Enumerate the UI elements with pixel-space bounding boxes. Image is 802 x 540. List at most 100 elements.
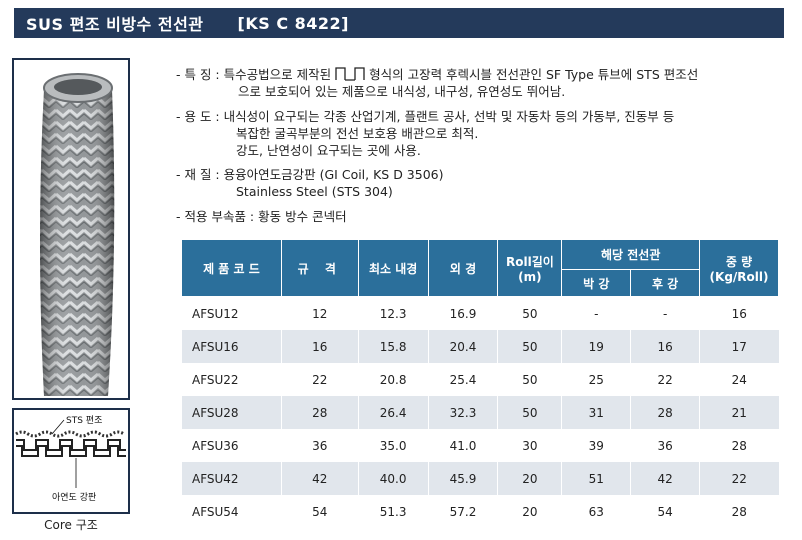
fitting-text: 황동 방수 콘넥터 xyxy=(258,209,347,224)
cell-thin: 31 xyxy=(561,396,631,429)
cell-thick: 28 xyxy=(630,396,700,429)
cell-thin: 25 xyxy=(561,363,631,396)
usage-line-1: - 용 도 : 내식성이 요구되는 각종 산업기계, 플랜트 공사, 선박 및 … xyxy=(176,108,674,125)
title-bar: SUS 편조 비방수 전선관 [KS C 8422] xyxy=(14,8,784,38)
cell-min-inner: 12.3 xyxy=(357,296,429,330)
cell-code: AFSU22 xyxy=(181,363,282,396)
cell-size: 22 xyxy=(280,363,359,396)
table-row: AFSU16 16 15.8 20.4 50 19 16 17 xyxy=(181,330,779,363)
feature-line-1: - 특 징 : 특수공법으로 제작된 형식의 고장력 후렉시블 전선관인 SF … xyxy=(176,66,698,83)
feature-line-2: 으로 보호되어 있는 제품으로 내식성, 내구성, 유연성도 뛰어남. xyxy=(238,84,566,99)
cell-roll: 20 xyxy=(497,462,562,495)
cell-size: 28 xyxy=(280,396,359,429)
col-header-code: 제 품 코 드 xyxy=(181,239,282,297)
usage-line-3: 강도, 난연성이 요구되는 곳에 사용. xyxy=(236,143,421,158)
cell-outer: 41.0 xyxy=(427,429,498,462)
cell-outer: 32.3 xyxy=(427,396,498,429)
cell-outer: 57.2 xyxy=(427,495,498,528)
col-header-size: 규 격 xyxy=(280,239,359,297)
cell-thick: 36 xyxy=(630,429,700,462)
col-header-outer: 외 경 xyxy=(427,239,499,297)
cell-weight: 24 xyxy=(699,363,779,396)
col-header-min-inner: 최소 내경 xyxy=(357,239,429,297)
material-text-1: 용융아연도금강판 (GI Coil, KS D 3506) xyxy=(223,167,444,182)
cell-thin: 63 xyxy=(561,495,631,528)
cell-outer: 16.9 xyxy=(427,296,498,330)
usage-label: - 용 도 : xyxy=(176,109,220,124)
cell-thick: 16 xyxy=(630,330,700,363)
cell-code: AFSU16 xyxy=(181,330,282,363)
col-header-weight: 중 량 (Kg/Roll) xyxy=(699,239,779,297)
cell-weight: 28 xyxy=(699,495,779,528)
feature-text-post: 형식의 고장력 후렉시블 전선관인 SF Type 튜브에 STS 편조선 xyxy=(369,67,699,82)
spec-table: 제 품 코 드 규 격 최소 내경 외 경 Roll길이 (m) 해당 전선관 … xyxy=(181,239,779,528)
cell-size: 12 xyxy=(280,296,359,330)
material-line-1: - 재 질 : 용융아연도금강판 (GI Coil, KS D 3506) xyxy=(176,166,444,183)
cell-roll: 20 xyxy=(497,495,562,528)
standard-code: [KS C 8422] xyxy=(237,13,349,33)
cell-weight: 17 xyxy=(699,330,779,363)
table-row: AFSU12 12 12.3 16.9 50 - - 16 xyxy=(181,296,779,330)
cell-roll: 30 xyxy=(497,429,562,462)
cell-roll: 50 xyxy=(497,396,562,429)
usage-text-1: 내식성이 요구되는 각종 산업기계, 플랜트 공사, 선박 및 자동차 등의 가… xyxy=(223,109,675,124)
diagram-label-braid: STS 편조 xyxy=(66,414,102,426)
cell-size: 16 xyxy=(280,330,359,363)
cell-min-inner: 40.0 xyxy=(357,462,429,495)
cell-outer: 25.4 xyxy=(427,363,498,396)
feature-label: - 특 징 : xyxy=(176,67,220,82)
diagram-label-steel: 아연도 강판 xyxy=(52,492,96,503)
product-photo xyxy=(12,58,130,400)
cell-thin: 19 xyxy=(561,330,631,363)
cell-weight: 22 xyxy=(699,462,779,495)
cell-thick: 22 xyxy=(630,363,700,396)
table-row: AFSU42 42 40.0 45.9 20 51 42 22 xyxy=(181,462,779,495)
cell-code: AFSU28 xyxy=(181,396,282,429)
col-header-thick: 후 강 xyxy=(630,269,701,297)
table-row: AFSU28 28 26.4 32.3 50 31 28 21 xyxy=(181,396,779,429)
cell-size: 42 xyxy=(280,462,359,495)
cell-min-inner: 20.8 xyxy=(357,363,429,396)
material-line-2: Stainless Steel (STS 304) xyxy=(236,184,393,199)
cell-roll: 50 xyxy=(497,330,562,363)
material-label: - 재 질 : xyxy=(176,167,220,182)
cell-min-inner: 15.8 xyxy=(357,330,429,363)
cell-thick: 54 xyxy=(630,495,700,528)
core-structure-diagram: STS 편조 아연도 강판 xyxy=(15,414,126,503)
cell-min-inner: 26.4 xyxy=(357,396,429,429)
cell-outer: 20.4 xyxy=(427,330,498,363)
cell-thin: - xyxy=(561,296,631,330)
cell-roll: 50 xyxy=(497,296,562,330)
braided-conduit-image xyxy=(40,73,115,396)
cell-min-inner: 35.0 xyxy=(357,429,429,462)
fitting-line: - 적용 부속품 : 황동 방수 콘넥터 xyxy=(176,208,347,225)
cell-min-inner: 51.3 xyxy=(357,495,429,528)
cell-code: AFSU42 xyxy=(181,462,282,495)
cell-thin: 39 xyxy=(561,429,631,462)
cell-weight: 28 xyxy=(699,429,779,462)
col-header-conduit: 해당 전선관 xyxy=(561,239,701,270)
cell-weight: 21 xyxy=(699,396,779,429)
cell-roll: 50 xyxy=(497,363,562,396)
table-row: AFSU36 36 35.0 41.0 30 39 36 28 xyxy=(181,429,779,462)
cell-thick: - xyxy=(630,296,700,330)
cell-thin: 51 xyxy=(561,462,631,495)
cell-size: 36 xyxy=(280,429,359,462)
feature-text-pre: 특수공법으로 제작된 xyxy=(223,67,332,82)
cell-code: AFSU12 xyxy=(181,296,282,330)
cell-code: AFSU54 xyxy=(181,495,282,528)
usage-line-2: 복잡한 굴곡부분의 전선 보호용 배관으로 최적. xyxy=(236,126,479,141)
cell-thick: 42 xyxy=(630,462,700,495)
fitting-label: - 적용 부속품 : xyxy=(176,209,255,224)
col-header-thin: 박 강 xyxy=(561,269,632,297)
table-row: AFSU22 22 20.8 25.4 50 25 22 24 xyxy=(181,363,779,396)
cell-weight: 16 xyxy=(699,296,779,330)
core-diagram: STS 편조 아연도 강판 xyxy=(12,408,130,514)
cell-outer: 45.9 xyxy=(427,462,498,495)
col-header-roll-length: Roll길이 (m) xyxy=(497,239,563,297)
table-row: AFSU54 54 51.3 57.2 20 63 54 28 xyxy=(181,495,779,528)
diagram-caption: Core 구조 xyxy=(44,518,98,532)
cell-size: 54 xyxy=(280,495,359,528)
cell-code: AFSU36 xyxy=(181,429,282,462)
page-title: SUS 편조 비방수 전선관 xyxy=(26,15,204,34)
